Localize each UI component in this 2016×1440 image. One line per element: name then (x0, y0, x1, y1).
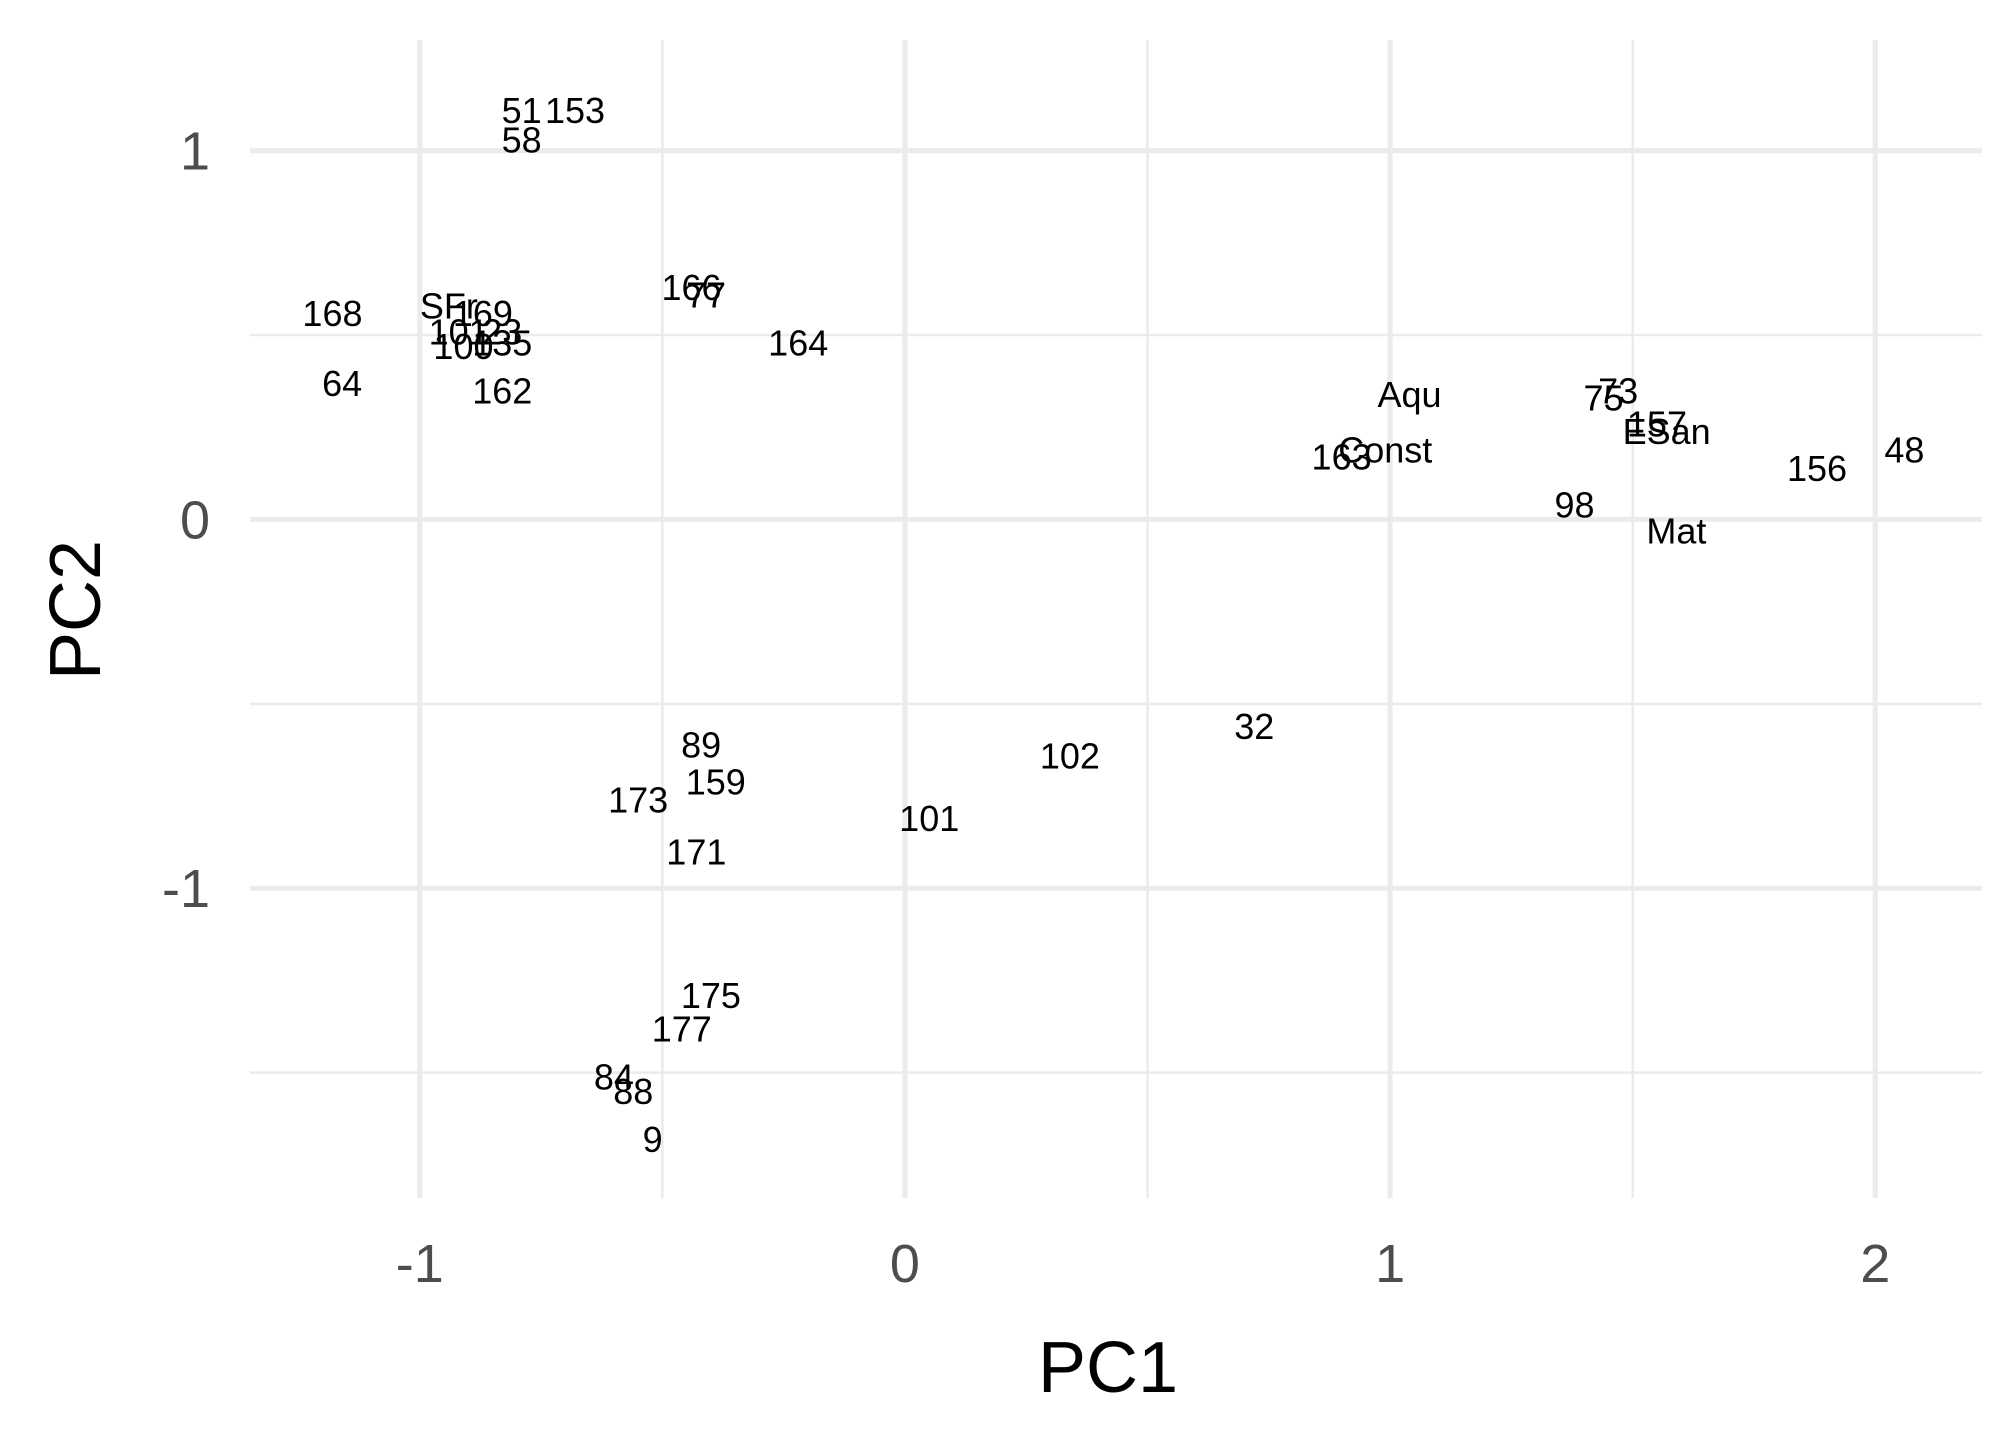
point-label: 101 (899, 798, 959, 839)
point-label: 84 (594, 1056, 634, 1097)
point-label: 135 (472, 322, 532, 363)
point-label: 73 (1598, 370, 1638, 411)
y-tick-label: 0 (180, 490, 210, 550)
major-gridlines (250, 40, 1982, 1198)
point-label: 177 (652, 1008, 712, 1049)
point-label: 9 (643, 1119, 663, 1160)
point-label: 162 (472, 370, 532, 411)
point-label: 75 (1584, 378, 1624, 419)
point-label: 164 (768, 322, 828, 363)
point-label: 64 (322, 363, 362, 404)
point-label: 173 (608, 780, 668, 821)
point-label: 101 (429, 311, 489, 352)
y-tick-label: 1 (180, 122, 210, 182)
y-tick-label: -1 (162, 859, 210, 919)
point-label: ESan (1623, 411, 1711, 452)
y-axis-ticks: -1 0 1 (162, 122, 210, 920)
point-label: 23 (482, 311, 522, 352)
point-label: 153 (545, 90, 605, 131)
x-axis-title: PC1 (1038, 1328, 1178, 1408)
point-label: 163 (1312, 437, 1372, 478)
point-label: Const (1338, 429, 1432, 470)
point-label: 48 (1884, 429, 1924, 470)
point-label: 166 (661, 267, 721, 308)
point-label: 100 (433, 326, 493, 367)
point-label: 51 (502, 90, 542, 131)
point-label: SFr (420, 286, 478, 327)
x-tick-label: 0 (890, 1234, 920, 1294)
point-label: Mat (1646, 510, 1706, 551)
x-axis-ticks: -1 0 1 2 (396, 1234, 1890, 1294)
point-label: 102 (1040, 735, 1100, 776)
x-tick-label: -1 (396, 1234, 444, 1294)
x-tick-label: 2 (1860, 1234, 1890, 1294)
point-label: Aqu (1377, 374, 1441, 415)
point-label: 89 (681, 724, 721, 765)
point-label: 171 (666, 831, 726, 872)
point-label: 58 (502, 120, 542, 161)
point-label: 157 (1627, 404, 1687, 445)
point-label: 32 (1234, 706, 1274, 747)
y-axis-title: PC2 (36, 540, 116, 680)
minor-gridlines (250, 40, 1982, 1198)
point-label: 156 (1787, 448, 1847, 489)
point-label: 169 (453, 293, 513, 334)
point-label: 77 (686, 274, 726, 315)
point-label: 168 (302, 293, 362, 334)
point-label: 98 (1554, 485, 1594, 526)
point-label: 159 (686, 761, 746, 802)
point-label: 88 (613, 1071, 653, 1112)
point-label: 175 (681, 975, 741, 1016)
x-tick-label: 1 (1375, 1234, 1405, 1294)
